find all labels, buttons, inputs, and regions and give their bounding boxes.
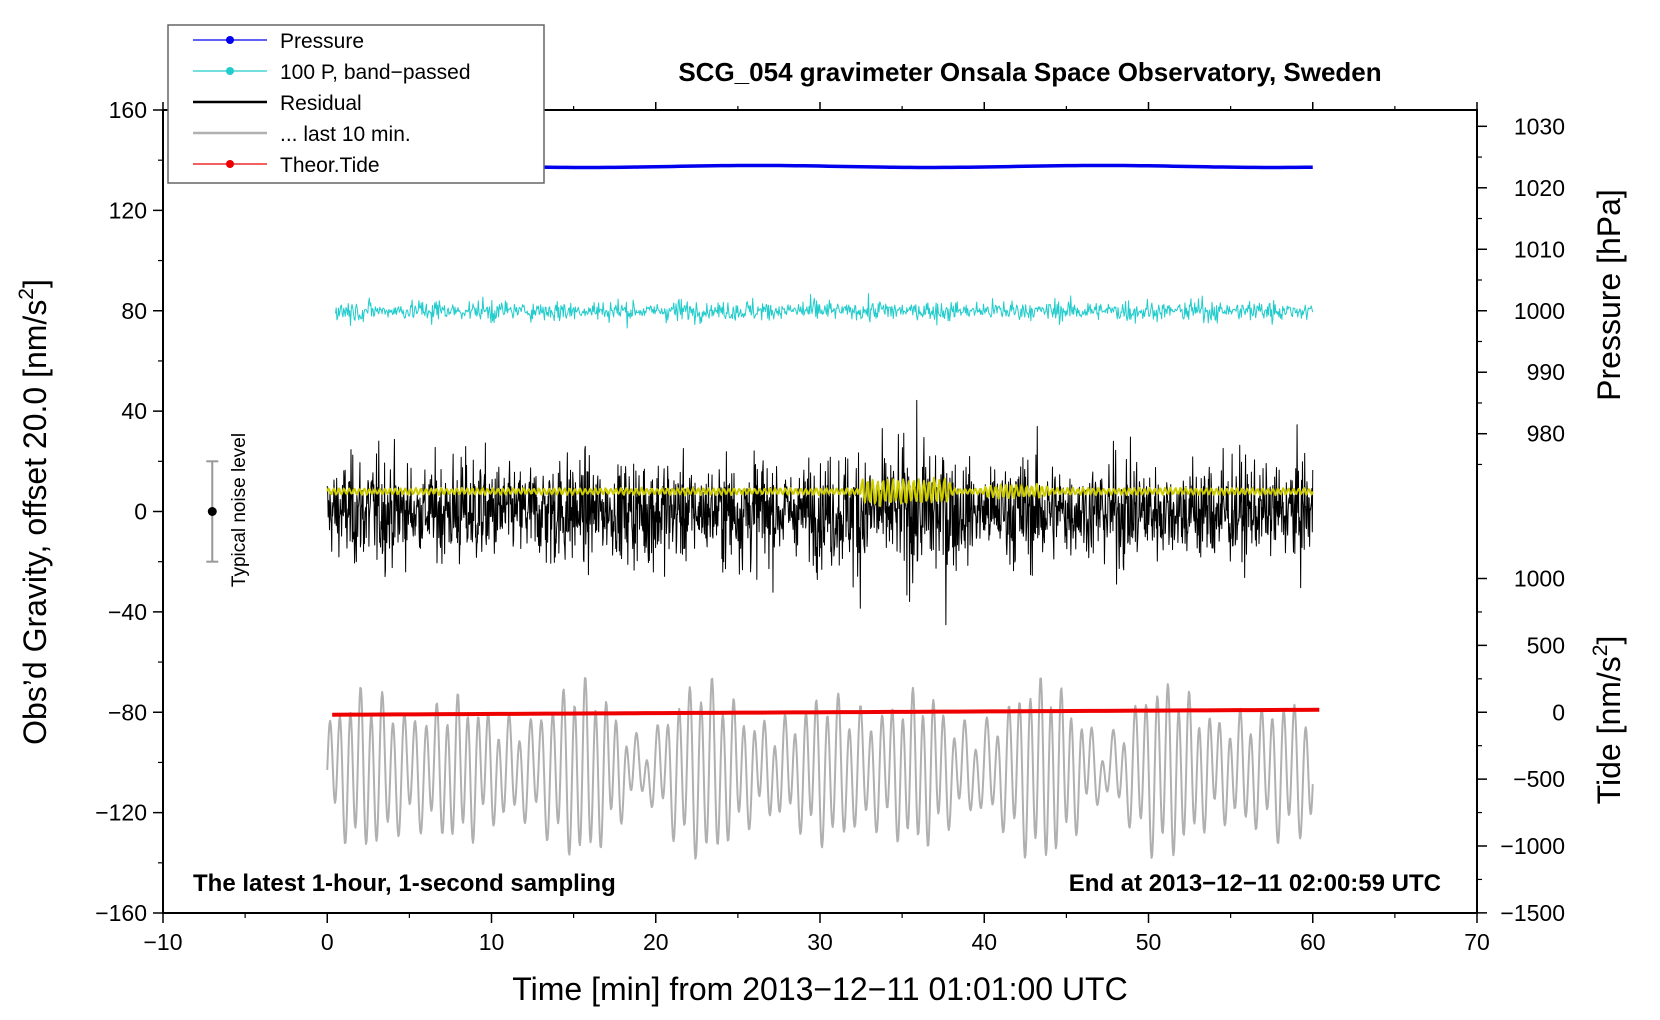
annotation-left: The latest 1-hour, 1-second sampling <box>193 870 616 897</box>
y-axis-title-sup: 2 <box>15 288 38 300</box>
tide-tick-label: 1000 <box>1514 566 1565 592</box>
series-residual-smoothed <box>326 476 1314 508</box>
series-theoretical-tide <box>332 707 1320 717</box>
tide-axis-title-sup: 2 <box>1589 645 1612 657</box>
tide-tick-label: 500 <box>1527 632 1565 658</box>
tide-tick-label: 0 <box>1552 699 1565 725</box>
annotation-right: End at 2013−12−11 02:00:59 UTC <box>1069 870 1441 897</box>
y-tick-label: 120 <box>109 197 147 223</box>
x-tick-label: −10 <box>143 929 182 955</box>
y-axis-title-end: ] <box>17 279 53 288</box>
y-tick-label: 160 <box>109 97 147 123</box>
x-tick-label: 60 <box>1300 929 1326 955</box>
pressure-tick-label: 1000 <box>1514 298 1565 324</box>
legend-label: Theor.Tide <box>280 154 380 177</box>
pressure-axis-title: Pressure [hPa] <box>1591 189 1627 401</box>
y-tick-label: −160 <box>95 900 147 926</box>
noise-bar-center <box>207 507 217 516</box>
x-tick-label: 30 <box>807 929 833 955</box>
pressure-tick-label: 1020 <box>1514 175 1565 201</box>
pressure-tick-label: 1010 <box>1514 236 1565 262</box>
tide-axis-title-end: ] <box>1591 636 1627 645</box>
series-last-10-min <box>326 677 1314 860</box>
legend-marker <box>226 67 234 75</box>
x-tick-label: 70 <box>1464 929 1490 955</box>
legend-marker <box>226 36 234 44</box>
y-axis-title: Obs’d Gravity, offset 20.0 [nm/s2] <box>15 279 53 745</box>
tide-axis-title: Tide [nm/s2] <box>1589 636 1627 805</box>
legend-label: Residual <box>280 92 362 115</box>
legend: Pressure 100 P, band−passed Residual ... la… <box>167 24 545 184</box>
y-tick-label: −40 <box>108 599 147 625</box>
x-tick-label: 0 <box>321 929 334 955</box>
y-axis: −160 −120 −80 −40 0 40 80 120 160 <box>95 97 163 926</box>
chart-title: SCG_054 gravimeter Onsala Space Observat… <box>678 57 1381 87</box>
y-axis-title-main: Obs’d Gravity, offset 20.0 [nm/s <box>17 300 53 745</box>
y-tick-label: 40 <box>121 398 147 424</box>
pressure-tick-label: 980 <box>1527 421 1565 447</box>
tide-tick-label: −1500 <box>1500 900 1565 926</box>
noise-level-bar <box>206 460 219 563</box>
tide-axis: −1500 −1000 −500 0 500 1000 <box>1477 566 1565 926</box>
pressure-tick-label: 990 <box>1527 359 1565 385</box>
pressure-axis: 980 990 1000 1010 1020 1030 <box>1477 113 1565 466</box>
series-bandpassed-pressure <box>334 293 1314 329</box>
x-tick-label: 20 <box>643 929 669 955</box>
legend-label: ... last 10 min. <box>280 123 411 146</box>
legend-box <box>167 24 545 184</box>
legend-label: Pressure <box>280 30 364 53</box>
x-tick-label: 40 <box>971 929 997 955</box>
pressure-tick-label: 1030 <box>1514 113 1565 139</box>
tide-axis-title-main: Tide [nm/s <box>1591 656 1627 804</box>
x-axis: −10 0 10 20 30 40 50 60 70 <box>143 102 1490 955</box>
y-tick-label: −120 <box>95 800 147 826</box>
series-layer <box>326 163 1320 860</box>
y-tick-label: −80 <box>108 699 147 725</box>
tide-tick-label: −500 <box>1513 766 1565 792</box>
y-tick-label: 0 <box>134 499 147 525</box>
x-axis-title: Time [min] from 2013−12−11 01:01:00 UTC <box>512 971 1127 1007</box>
legend-label: 100 P, band−passed <box>280 61 471 84</box>
tide-tick-label: −1000 <box>1500 833 1565 859</box>
x-tick-label: 10 <box>479 929 505 955</box>
y-tick-label: 80 <box>121 298 147 324</box>
noise-level-label: Typical noise level <box>229 433 250 587</box>
legend-marker <box>226 160 234 168</box>
series-residual <box>326 399 1314 626</box>
x-tick-label: 50 <box>1136 929 1162 955</box>
